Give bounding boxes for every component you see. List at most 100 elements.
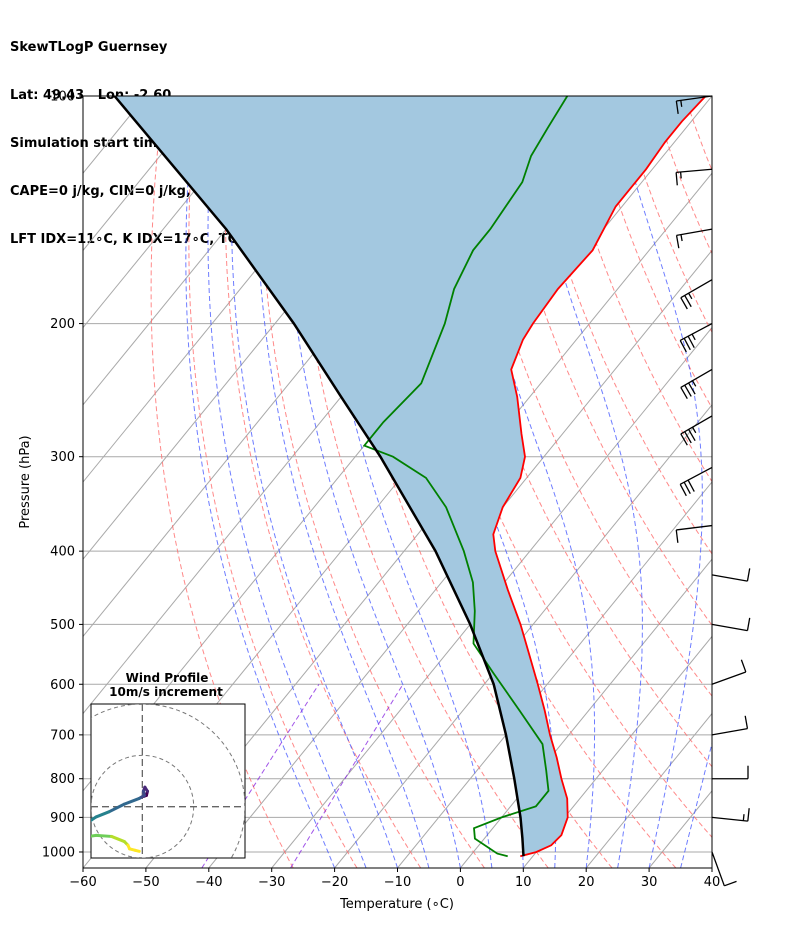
barb-flag bbox=[746, 568, 751, 582]
barb-shaft bbox=[711, 623, 748, 632]
dry-adiabat bbox=[259, 96, 485, 868]
isotherm-line bbox=[711, 867, 712, 868]
barb-flag bbox=[724, 880, 737, 887]
wind-barb bbox=[711, 568, 751, 582]
wind-barb bbox=[679, 466, 713, 497]
barb-flag bbox=[684, 295, 692, 308]
hodograph-segment bbox=[81, 822, 89, 830]
wind-barb bbox=[711, 617, 751, 632]
barb-flag bbox=[675, 529, 679, 543]
dewpoint-line bbox=[362, 96, 569, 858]
wind-barb bbox=[711, 851, 737, 887]
barb-flag bbox=[687, 479, 695, 492]
y-tick-label: 1000 bbox=[42, 845, 75, 860]
barb-flag bbox=[675, 235, 680, 249]
moist-adiabat bbox=[185, 127, 336, 868]
barb-shaft bbox=[676, 524, 713, 531]
moist-adiabat bbox=[519, 96, 643, 868]
dry-adiabat bbox=[488, 96, 712, 627]
y-tick-label: 700 bbox=[50, 728, 75, 743]
barb-flag bbox=[744, 715, 749, 729]
wind-barb bbox=[680, 368, 713, 400]
barb-shaft bbox=[676, 168, 713, 174]
hodograph-segment bbox=[122, 796, 141, 806]
barb-flag bbox=[740, 659, 747, 673]
barb-flag bbox=[683, 338, 691, 351]
wind-barb bbox=[712, 765, 749, 780]
dry-adiabat bbox=[651, 96, 712, 255]
dry-adiabat bbox=[521, 96, 712, 555]
y-axis-label: Pressure (hPa) bbox=[18, 435, 33, 528]
dry-adiabat bbox=[188, 96, 358, 868]
barb-flag bbox=[680, 387, 688, 400]
hodograph-plot bbox=[73, 704, 245, 858]
hodograph-segment bbox=[73, 837, 81, 838]
barb-flag bbox=[675, 100, 679, 114]
x-tick-label: −40 bbox=[195, 875, 222, 890]
x-tick-label: −50 bbox=[132, 875, 159, 890]
temperature-line bbox=[492, 96, 707, 858]
moist-adiabat bbox=[256, 96, 430, 868]
barb-shaft bbox=[679, 466, 713, 485]
barb-flag bbox=[687, 335, 695, 349]
moist-adiabat bbox=[744, 96, 794, 868]
barb-half-flag bbox=[688, 292, 693, 300]
barb-half-flag bbox=[680, 100, 683, 107]
wind-barb bbox=[679, 322, 713, 353]
y-tick-label: 500 bbox=[50, 618, 75, 633]
hodograph-segment bbox=[94, 810, 111, 819]
y-tick-label: 300 bbox=[50, 450, 75, 465]
barb-flag bbox=[684, 384, 692, 397]
barb-half-flag bbox=[691, 426, 697, 434]
barb-shaft bbox=[676, 95, 713, 102]
barb-flag bbox=[680, 297, 688, 310]
isotherm-line bbox=[460, 558, 712, 868]
wind-barb bbox=[711, 659, 747, 685]
barb-flag bbox=[680, 433, 688, 446]
hodograph-segment bbox=[91, 833, 98, 838]
barb-shaft bbox=[711, 851, 725, 887]
moist-adiabat bbox=[207, 96, 367, 868]
hodograph-segment bbox=[73, 835, 76, 839]
x-tick-label: −60 bbox=[69, 875, 96, 890]
moist-adiabat bbox=[283, 96, 461, 868]
moist-adiabat bbox=[230, 96, 398, 868]
axis-ticks: −60 −50 −40 −30 −20 −10 0 10 20 30 40 100 200 300 400 5… bbox=[42, 90, 720, 891]
y-tick-label: 900 bbox=[50, 811, 75, 826]
isotherm-line bbox=[83, 96, 210, 252]
isotherm-line bbox=[585, 712, 712, 868]
hodograph-subtitle: 10m/s increment bbox=[109, 685, 223, 699]
barb-half-flag bbox=[742, 814, 745, 821]
barb-flag bbox=[679, 340, 687, 353]
barb-shaft bbox=[676, 228, 713, 237]
barb-half-flag bbox=[679, 171, 682, 179]
barb-flag bbox=[688, 429, 696, 442]
moist-adiabat bbox=[680, 741, 712, 868]
x-tick-label: 20 bbox=[578, 875, 595, 890]
wind-barb bbox=[680, 279, 713, 310]
hodograph-title: Wind Profile bbox=[126, 671, 209, 685]
barb-shaft bbox=[711, 727, 748, 736]
barb-half-flag bbox=[680, 234, 683, 242]
hodograph-ring bbox=[91, 704, 245, 858]
barb-shaft bbox=[711, 671, 747, 685]
barb-shaft bbox=[680, 415, 713, 435]
parcel-line bbox=[113, 96, 525, 857]
cin-shading bbox=[114, 96, 706, 857]
barb-half-flag bbox=[691, 380, 697, 387]
barb-half-flag bbox=[691, 333, 696, 341]
wind-barb bbox=[675, 524, 713, 543]
x-tick-label: 10 bbox=[515, 875, 532, 890]
hodograph-segment bbox=[76, 830, 81, 835]
wind-barb bbox=[675, 168, 713, 186]
profiles bbox=[113, 96, 707, 858]
isotherm-line bbox=[522, 635, 712, 868]
hodograph-frame bbox=[90, 703, 246, 859]
barb-shaft bbox=[711, 816, 748, 822]
isotherm-line bbox=[83, 96, 273, 329]
x-tick-label: −30 bbox=[258, 875, 285, 890]
y-tick-label: 600 bbox=[50, 678, 75, 693]
moist-adiabat bbox=[611, 96, 703, 868]
hodograph-segment bbox=[133, 848, 141, 853]
